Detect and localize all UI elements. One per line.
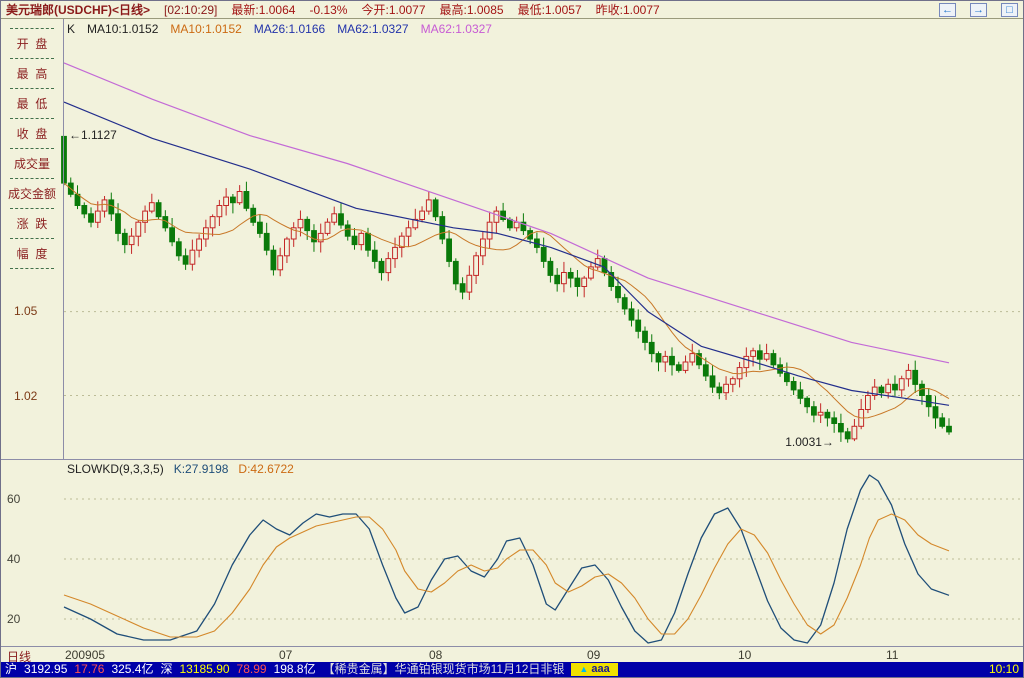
sidebar-divider	[10, 148, 54, 149]
quote-last: 最新:1.0064	[231, 3, 296, 17]
legend-ma10-b: MA10:1.0152	[170, 22, 242, 36]
legend-slowkd-k: K:27.9198	[173, 462, 229, 476]
broker-badge[interactable]: ▲ aaa	[571, 663, 618, 676]
page-left-button[interactable]: ←	[939, 2, 956, 17]
main-sub-divider	[1, 459, 1023, 460]
sh-index-amount: 325.4亿	[111, 662, 154, 676]
sh-index-label: 沪	[5, 662, 18, 676]
sidebar-item-open: 开 盘	[16, 37, 48, 51]
sidebar-item-turnover: 成交金额	[7, 187, 56, 201]
candles-layer	[61, 135, 952, 443]
local-clock: 10:10	[988, 662, 1019, 676]
sidebar-divider	[10, 238, 54, 239]
quote-bar: 美元瑞郎(USDCHF)<日线> [02:10:29] 最新:1.0064 -0…	[1, 1, 1023, 19]
sidebar-divider	[10, 268, 54, 269]
page-right-button[interactable]: →	[970, 2, 987, 17]
sidebar-divider	[10, 208, 54, 209]
legend-k: K	[67, 22, 76, 36]
window-layout-button[interactable]: □	[1001, 2, 1018, 17]
status-bar: 沪 3192.95 17.76 325.4亿 深 13185.90 78.99 …	[1, 662, 1023, 677]
page-left-icon: ←	[942, 3, 953, 16]
page-right-icon: →	[973, 3, 984, 16]
sz-index-value: 13185.90	[179, 662, 230, 676]
sidebar-item-amplitude: 幅 度	[16, 247, 48, 261]
price-annotation: ←1.1127	[69, 128, 117, 143]
period-label: 日线	[7, 650, 32, 664]
quote-prev-close: 昨收:1.0077	[595, 3, 660, 17]
sz-index-change: 78.99	[236, 662, 267, 676]
sidebar-divider	[10, 28, 54, 29]
price-tick-1.05: 1.05	[14, 304, 38, 318]
legend-ma26: MA26:1.0166	[253, 22, 326, 36]
quote-time: [02:10:29]	[164, 2, 218, 17]
quote-low: 最低:1.0057	[517, 3, 582, 17]
x-axis-month-label: 07	[279, 648, 293, 662]
sidebar-divider	[10, 178, 54, 179]
ma10-line	[63, 182, 950, 419]
quote-open: 今开:1.0077	[361, 3, 426, 17]
x-axis-month-label: 09	[587, 648, 601, 662]
x-axis-month-label: 200905	[65, 648, 106, 662]
broker-logo-icon: ▲	[579, 664, 589, 674]
time-axis: 日线 200905 07 08 09 10 11	[1, 647, 1023, 664]
news-ticker: 【稀贵金属】华通铂银现货市场11月12日非银	[322, 662, 565, 676]
sidebar-border	[63, 19, 64, 459]
slowkd-tick-60: 60	[7, 492, 21, 506]
sidebar-divider	[10, 118, 54, 119]
window-layout-icon: □	[1006, 3, 1013, 16]
sidebar-item-low: 最 低	[16, 97, 48, 111]
quote-high: 最高:1.0085	[439, 3, 504, 17]
ma26-line	[63, 101, 950, 406]
slowkd-legend: SLOWKD(9,3,3,5) K:27.9198 D:42.6722	[67, 462, 294, 476]
legend-slowkd: SLOWKD(9,3,3,5)	[67, 462, 164, 476]
x-axis-month-label: 10	[738, 648, 752, 662]
price-annotation: 1.0031→	[785, 434, 834, 449]
sidebar-divider	[10, 58, 54, 59]
sidebar-item-high: 最 高	[16, 67, 48, 81]
sub-axis-divider	[1, 646, 1023, 647]
sz-index-amount: 198.8亿	[273, 662, 316, 676]
info-sidebar: 开 盘 最 高 最 低 收 盘 成交量 成交金额 涨 跌 幅 度	[1, 19, 63, 459]
sh-index-change: 17.76	[74, 662, 105, 676]
ma62-line	[63, 62, 950, 364]
sz-index-label: 深	[160, 662, 173, 676]
legend-ma62-b: MA62:1.0327	[420, 22, 492, 36]
x-axis-month-label: 08	[429, 648, 443, 662]
quote-change-pct: -0.13%	[309, 2, 348, 17]
slowkd-tick-20: 20	[7, 612, 21, 626]
x-axis-month-label: 11	[886, 648, 899, 662]
slowkd-d-line	[63, 513, 950, 638]
sidebar-item-volume: 成交量	[13, 157, 50, 171]
instrument-title: 美元瑞郎(USDCHF)<日线>	[6, 3, 151, 17]
slowkd-tick-40: 40	[7, 552, 21, 566]
ma-legend: K MA10:1.0152 MA10:1.0152 MA26:1.0166 MA…	[67, 22, 492, 36]
sidebar-item-close: 收 盘	[16, 127, 48, 141]
broker-badge-label: aaa	[591, 663, 610, 675]
price-tick-1.02: 1.02	[14, 389, 38, 403]
sidebar-divider	[10, 88, 54, 89]
legend-slowkd-d: D:42.6722	[238, 462, 294, 476]
sh-index-value: 3192.95	[24, 662, 68, 676]
legend-ma62-a: MA62:1.0327	[337, 22, 409, 36]
sidebar-item-change: 涨 跌	[16, 217, 48, 231]
legend-ma10-a: MA10:1.0152	[87, 22, 159, 36]
